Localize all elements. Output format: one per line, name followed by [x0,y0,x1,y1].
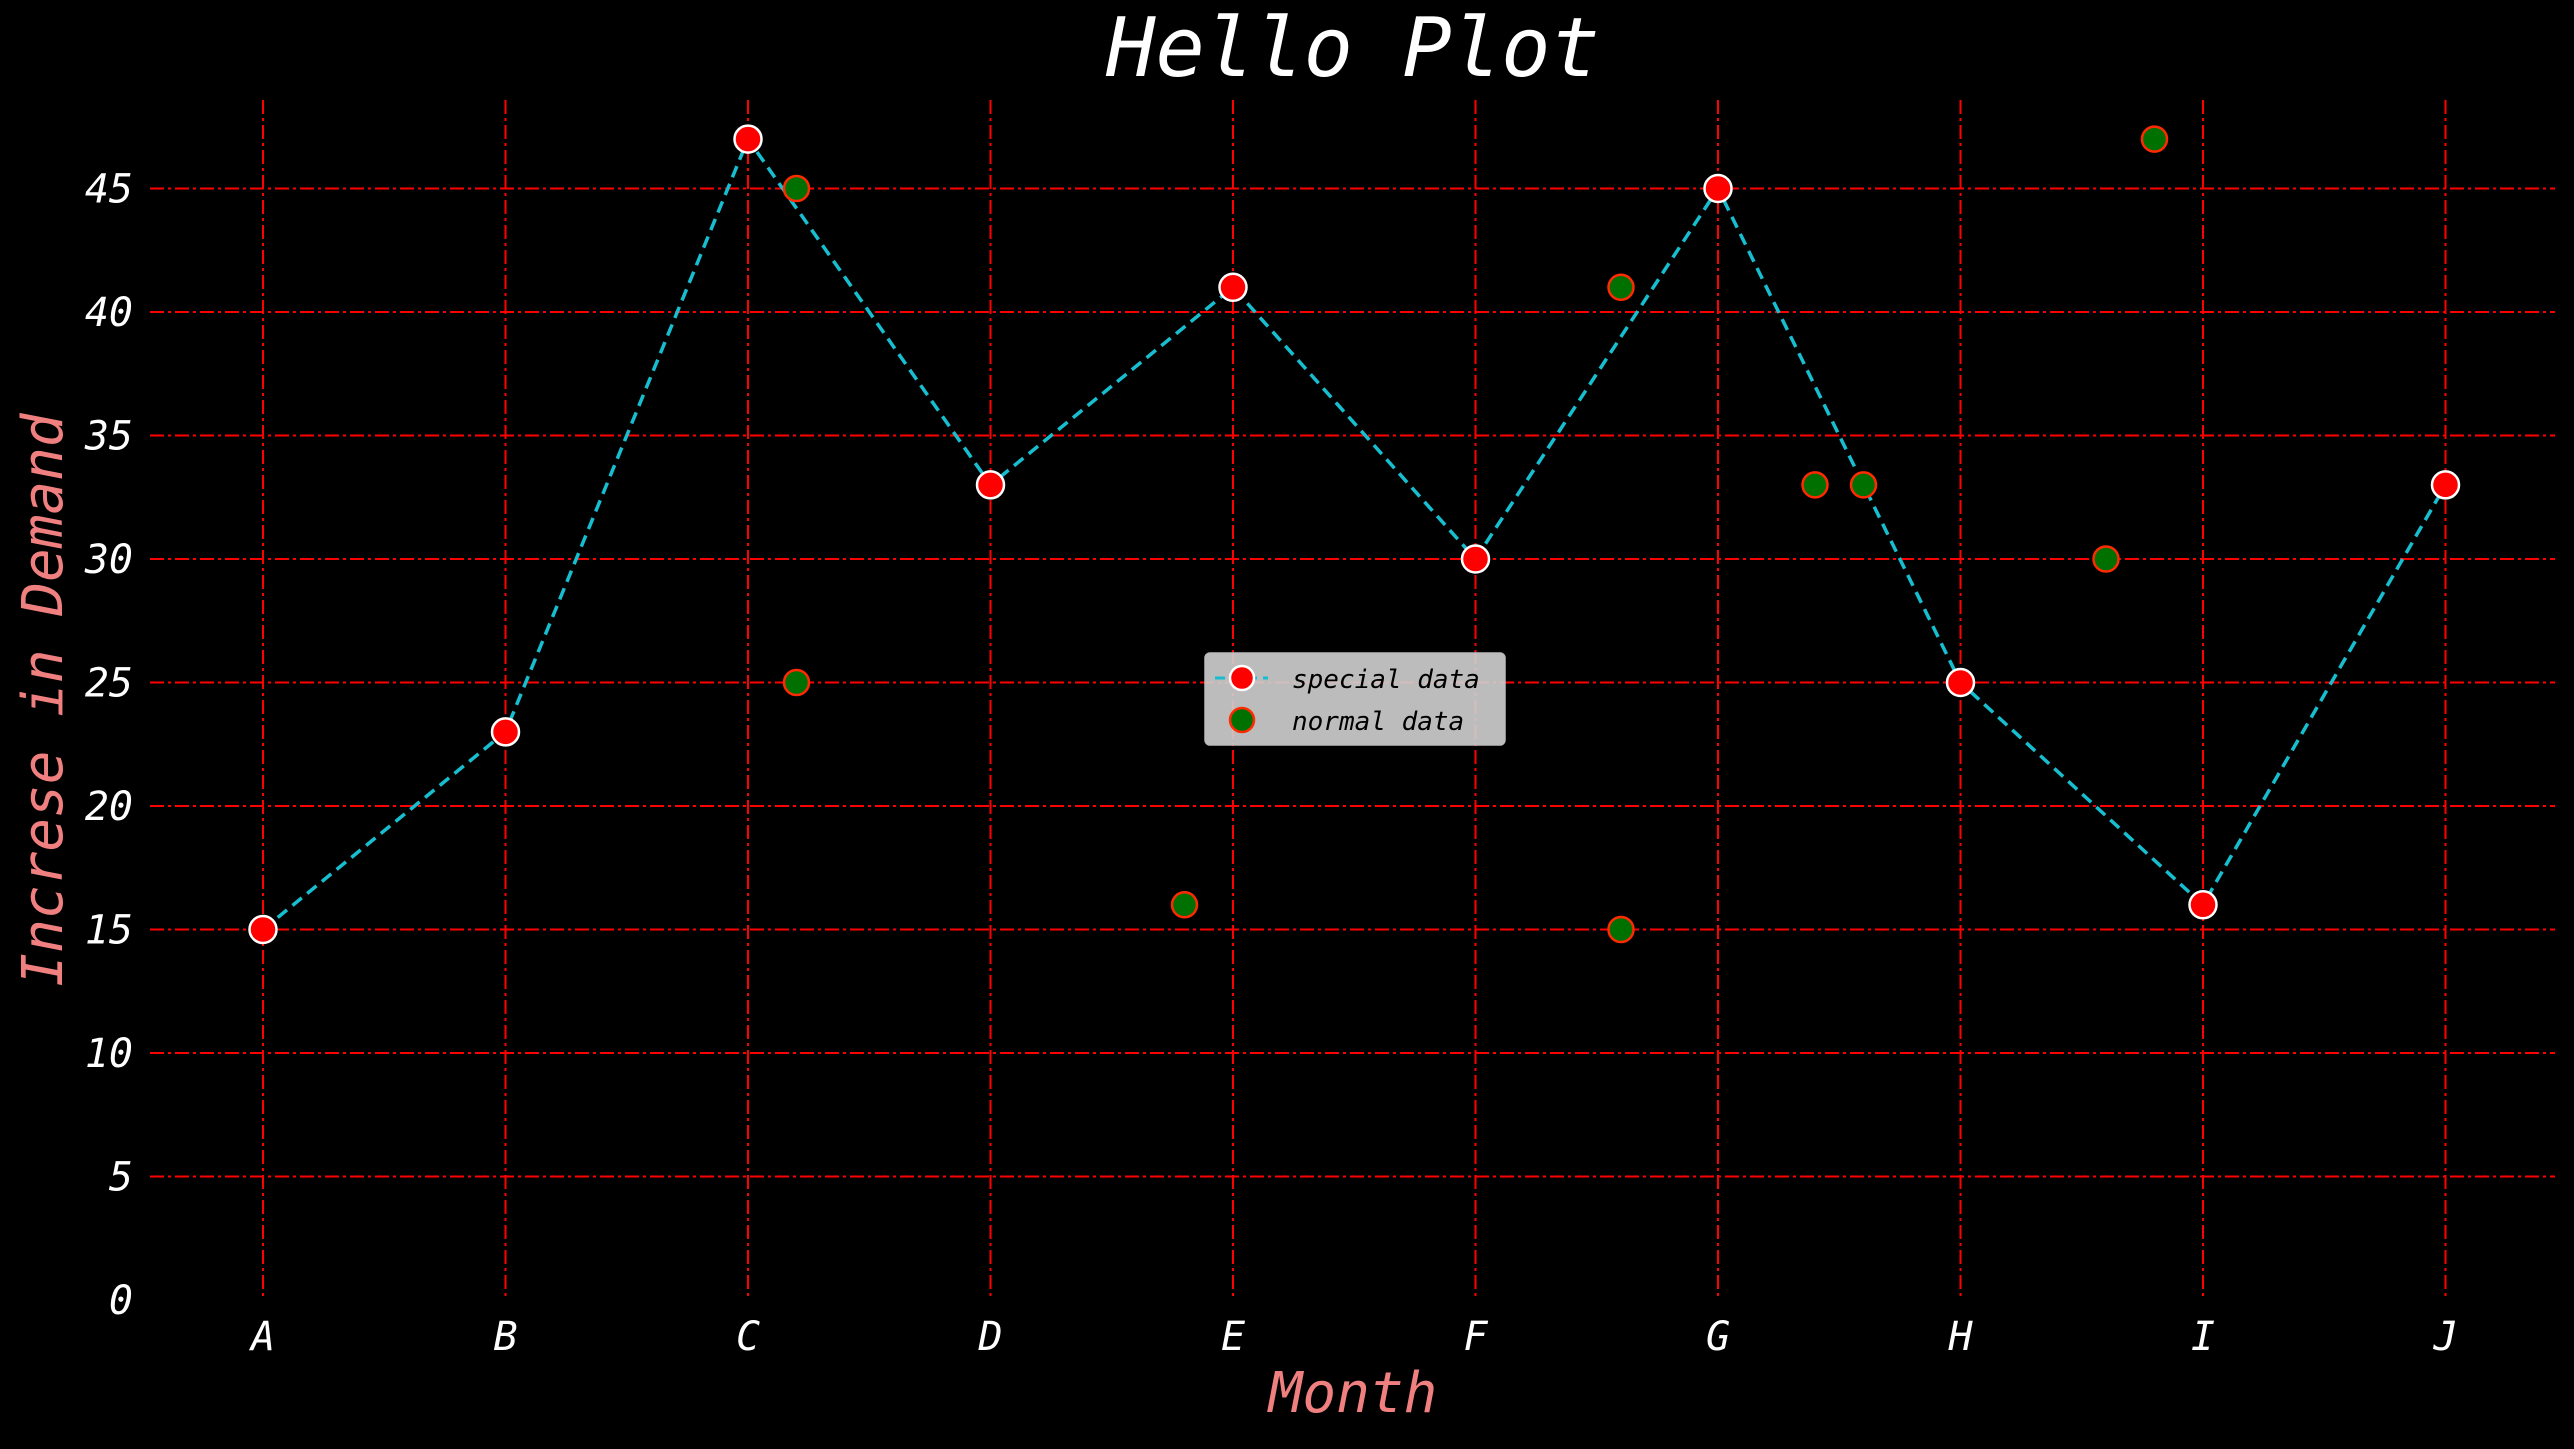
normal-data-points [782,125,2169,944]
special-data-line [261,135,2448,931]
special-data-point [733,124,763,154]
tick-labels: 0 5 10 15 20 25 30 35 40 45 A B C D E F G H I J [84,167,2458,1361]
y-axis-label: Increse in Demand [11,412,76,986]
special-data-point [248,914,278,945]
y-tick-label: 45 [85,167,133,213]
y-tick-label: 30 [84,537,133,583]
x-tick-label: G [1706,1314,1730,1360]
y-tick-label: 40 [85,290,133,336]
x-tick-label: E [1221,1314,1245,1360]
legend-normal-marker [1228,706,1256,734]
normal-data-point [782,174,811,203]
y-tick-label: 0 [109,1278,133,1324]
special-data-points [248,124,2461,945]
x-tick-label: H [1947,1314,1973,1360]
x-tick-label: J [2432,1314,2457,1360]
y-tick-label: 10 [85,1031,133,1077]
normal-data-point [2140,125,2169,153]
x-tick-label: A [248,1314,275,1360]
chart-title: Hello Plot [1105,1,1600,96]
special-data-point [1218,272,1248,303]
normal-data-point [2092,545,2120,573]
x-tick-label: C [736,1314,760,1360]
legend: special data normal data [1204,652,1506,746]
legend-label-normal: normal data [1292,707,1464,737]
legend-special-marker [1228,664,1256,692]
special-data-point [1703,173,1733,204]
x-axis-label: Month [1267,1361,1438,1426]
normal-data-point [1801,471,1829,499]
x-tick-label: I [2191,1314,2215,1360]
special-data-series-line [261,135,2448,931]
special-data-point [1945,667,1976,698]
y-tick-label: 5 [109,1155,133,1201]
legend-box [1204,652,1506,746]
legend-label-special: special data [1292,665,1480,695]
y-tick-label: 15 [85,908,133,954]
y-tick-label: 25 [85,661,133,707]
normal-data-point [1607,915,1635,944]
special-data-point [2188,890,2218,920]
normal-data-point [1170,891,1199,919]
x-tick-label: D [977,1314,1002,1360]
y-tick-label: 20 [85,784,133,830]
normal-data-point [1607,273,1635,302]
special-data-point [490,717,521,747]
special-data-point [1460,544,1491,574]
special-data-point [975,470,1006,500]
normal-data-point [782,668,811,697]
normal-data-point [1849,471,1878,499]
x-tick-label: F [1463,1314,1488,1360]
y-tick-label: 35 [84,414,133,460]
special-data-point [2430,470,2461,500]
x-tick-label: B [493,1314,517,1360]
